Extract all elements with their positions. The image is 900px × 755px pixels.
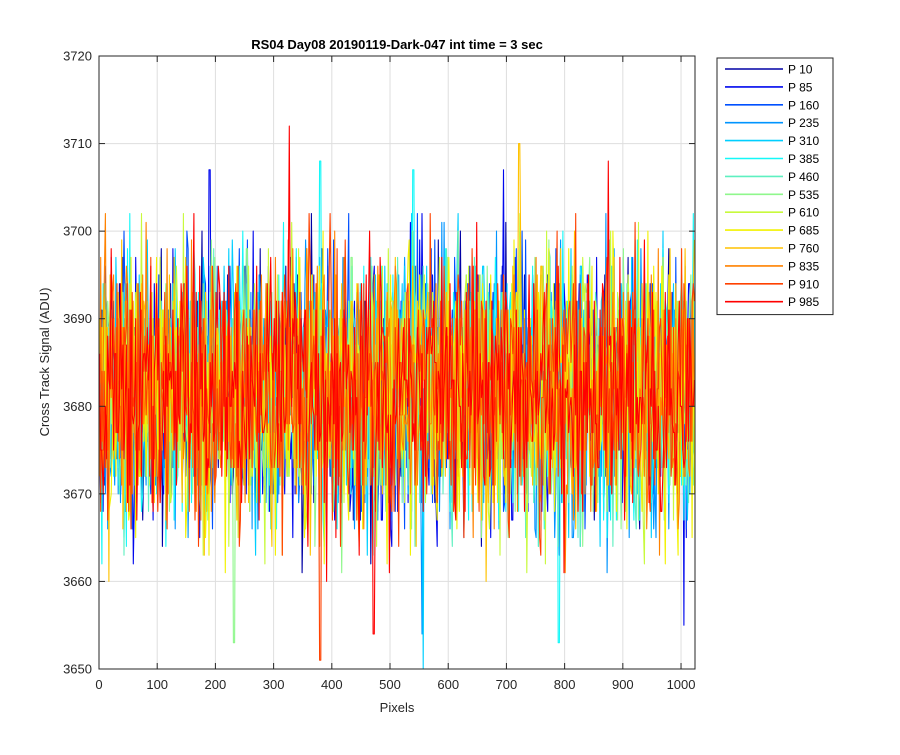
legend-label: P 760 — [788, 242, 819, 256]
x-tick-label: 500 — [379, 677, 401, 692]
x-axis-label: Pixels — [380, 700, 415, 715]
y-tick-label: 3690 — [63, 311, 92, 326]
x-tick-label: 300 — [263, 677, 285, 692]
legend-label: P 385 — [788, 152, 819, 166]
legend-label: P 160 — [788, 98, 819, 112]
legend-label: P 685 — [788, 224, 819, 238]
legend-box — [716, 57, 834, 316]
y-axis-label: Cross Track Signal (ADU) — [37, 288, 52, 437]
series-layer — [99, 125, 695, 669]
legend: P 10 P 85 P 160 P 235 P 310 P 385 P 460 P 535 P … — [716, 57, 834, 316]
x-tick-label: 200 — [205, 677, 227, 692]
legend-label: P 235 — [788, 116, 819, 130]
legend-label: P 310 — [788, 134, 819, 148]
axis-ticks: 0 100 200 300 400 500 600 700 800 900 1000 3650 3660… — [63, 49, 695, 693]
legend-label: P 85 — [788, 80, 813, 94]
y-tick-label: 3650 — [63, 662, 92, 677]
series-line-p985 — [99, 125, 695, 635]
legend-label: P 10 — [788, 63, 813, 77]
y-tick-label: 3720 — [63, 49, 92, 64]
y-tick-label: 3700 — [63, 224, 92, 239]
x-tick-label: 800 — [554, 677, 576, 692]
x-tick-label: 600 — [437, 677, 459, 692]
x-tick-label: 100 — [146, 677, 168, 692]
chart-title: RS04 Day08 20190119-Dark-047 int time = … — [251, 37, 543, 52]
x-tick-label: 1000 — [667, 677, 696, 692]
legend-label: P 610 — [788, 206, 819, 220]
y-tick-label: 3710 — [63, 136, 92, 151]
x-tick-label: 700 — [496, 677, 518, 692]
legend-label: P 535 — [788, 188, 819, 202]
legend-label: P 985 — [788, 295, 819, 309]
x-tick-label: 400 — [321, 677, 343, 692]
y-tick-label: 3660 — [63, 574, 92, 589]
legend-label: P 460 — [788, 170, 819, 184]
x-tick-label: 0 — [95, 677, 102, 692]
y-tick-label: 3680 — [63, 399, 92, 414]
legend-label: P 910 — [788, 277, 819, 291]
y-tick-label: 3670 — [63, 486, 92, 501]
x-tick-label: 900 — [612, 677, 634, 692]
axes-box — [98, 55, 696, 670]
legend-label: P 835 — [788, 259, 819, 273]
